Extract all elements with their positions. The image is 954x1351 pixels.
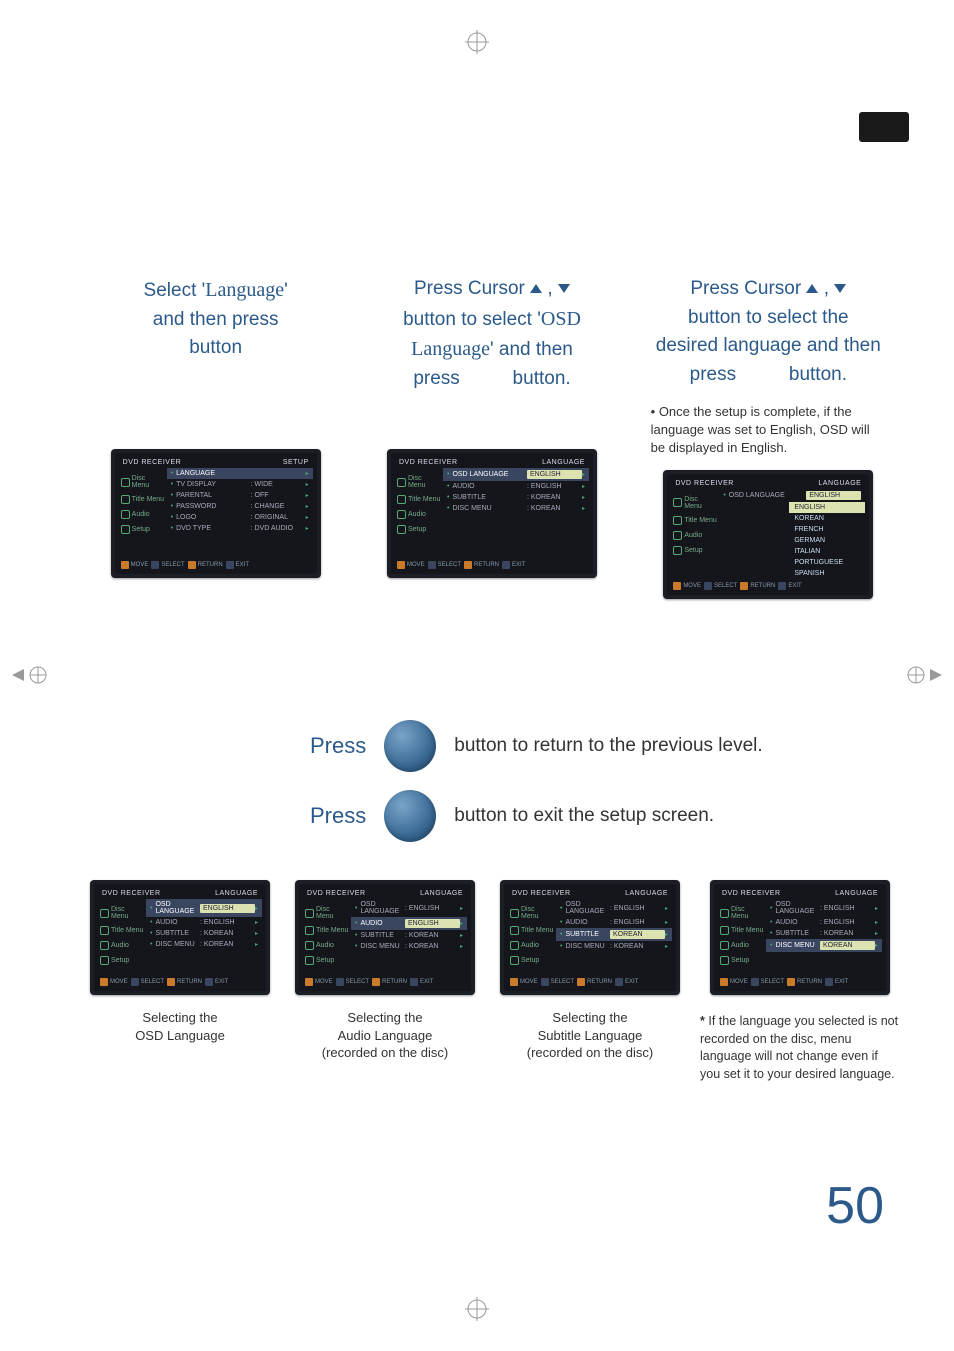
thumb-osd-1: DVD RECEIVERLANGUAGE Disc MenuTitle Menu… — [90, 880, 270, 995]
step-subnote-3: • Once the setup is complete, if the lan… — [643, 403, 894, 458]
step-col-3: Press Cursor , button to select thedesir… — [643, 275, 894, 599]
return-row: Press button to return to the previous l… — [310, 720, 894, 772]
thumb-caption-3: Selecting theSubtitle Language(recorded … — [527, 1009, 653, 1062]
footnote: * If the language you selected is not re… — [700, 995, 900, 1083]
thumb-osd-3: DVD RECEIVERLANGUAGE Disc MenuTitle Menu… — [500, 880, 680, 995]
press-label: Press — [310, 803, 366, 829]
thumb-col-1: DVD RECEIVERLANGUAGE Disc MenuTitle Menu… — [90, 880, 270, 1044]
thumb-col-2: DVD RECEIVERLANGUAGE Disc MenuTitle Menu… — [295, 880, 475, 1062]
steps-row: Select 'Language'and then pressbutton DV… — [90, 275, 894, 599]
arrow-mark-left — [10, 665, 50, 685]
press-label: Press — [310, 733, 366, 759]
thumb-osd-2: DVD RECEIVERLANGUAGE Disc MenuTitle Menu… — [295, 880, 475, 995]
edge-tab — [859, 112, 909, 142]
osd-setup-screenshot: DVD RECEIVERSETUP Disc MenuTitle MenuAud… — [111, 449, 321, 578]
thumb-caption-2: Selecting theAudio Language(recorded on … — [322, 1009, 448, 1062]
step-col-1: Select 'Language'and then pressbutton DV… — [90, 275, 341, 599]
return-exit-section: Press button to return to the previous l… — [310, 720, 894, 860]
step-title-1: Select 'Language'and then pressbutton — [144, 275, 288, 395]
exit-text: button to exit the setup screen. — [454, 805, 714, 827]
thumb-col-3: DVD RECEIVERLANGUAGE Disc MenuTitle Menu… — [500, 880, 680, 1062]
exit-row: Press button to exit the setup screen. — [310, 790, 894, 842]
step-title-2: Press Cursor , button to select 'OSDLang… — [403, 275, 581, 395]
return-text: button to return to the previous level. — [454, 735, 762, 757]
thumb-osd-4: DVD RECEIVERLANGUAGE Disc MenuTitle Menu… — [710, 880, 890, 995]
thumb-caption-1: Selecting theOSD Language — [135, 1009, 225, 1044]
exit-button-icon — [384, 790, 436, 842]
thumb-col-4: DVD RECEIVERLANGUAGE Disc MenuTitle Menu… — [705, 880, 895, 1083]
return-button-icon — [384, 720, 436, 772]
page-number: 50 — [826, 1176, 884, 1236]
registration-mark-bottom — [465, 1297, 489, 1321]
thumbnails-row: DVD RECEIVERLANGUAGE Disc MenuTitle Menu… — [90, 880, 894, 1083]
step-title-3: Press Cursor , button to select thedesir… — [656, 275, 881, 395]
osd-language-screenshot: DVD RECEIVERLANGUAGE Disc MenuTitle Menu… — [387, 449, 597, 578]
arrow-mark-right — [904, 665, 944, 685]
step-col-2: Press Cursor , button to select 'OSDLang… — [366, 275, 617, 599]
registration-mark-top — [465, 30, 489, 54]
osd-select-language-screenshot: DVD RECEIVERLANGUAGE Disc MenuTitle Menu… — [663, 470, 873, 599]
